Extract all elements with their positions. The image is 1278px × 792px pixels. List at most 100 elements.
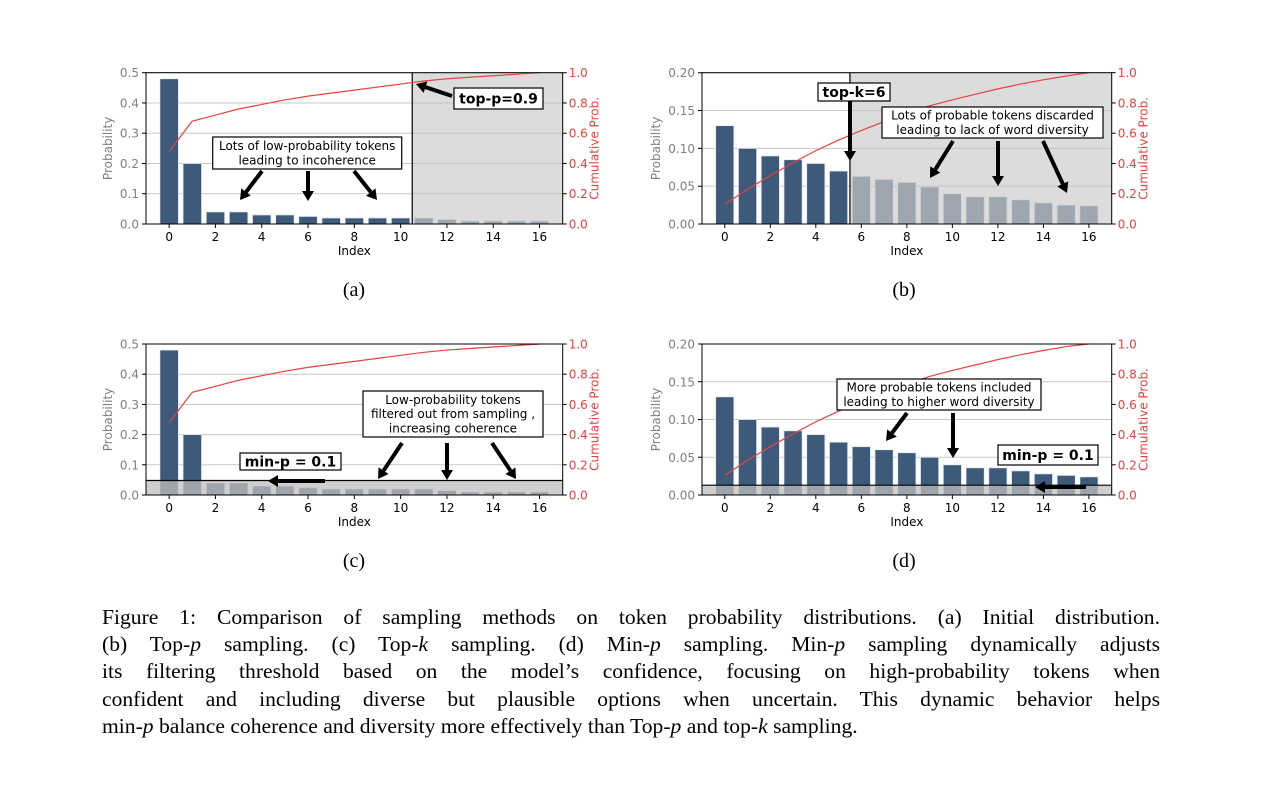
annotation-text: Low-probability tokens <box>385 393 521 407</box>
annotation-arrow-head <box>1057 181 1069 193</box>
x-tick-label: 6 <box>858 230 866 244</box>
annotation-arrow-shaft <box>890 411 909 435</box>
y-tick-label: 0.2 <box>120 428 139 442</box>
annotation-box <box>453 87 544 110</box>
x-tick-label: 12 <box>990 501 1005 515</box>
y2-tick-label: 0.8 <box>1118 96 1137 110</box>
y-tick-label: 0.1 <box>120 187 139 201</box>
annotation-box <box>997 444 1099 466</box>
y-tick-label: 0.0 <box>120 218 139 232</box>
bar <box>760 155 780 225</box>
x-tick-label: 8 <box>903 230 911 244</box>
bar <box>228 211 249 225</box>
x-tick-label: 8 <box>903 501 911 515</box>
filtered-region <box>146 480 563 495</box>
x-tick-label: 10 <box>393 501 408 515</box>
caption-line: (b) Top-p sampling. (c) Top-k sampling. … <box>102 631 1160 658</box>
y2-axis-label: Cumulative Prob. <box>588 368 602 471</box>
bar <box>783 159 803 225</box>
bar <box>390 217 411 225</box>
y2-tick-label: 0.4 <box>569 157 588 171</box>
caption-text: k <box>758 713 768 738</box>
x-tick-label: 16 <box>1081 501 1096 515</box>
figure-charts: 0.0 0.1 0.2 0.3 0.4 0.5 0.0 0.2 0.4 0.6 0.8 1.0 0 2 4 6… <box>101 66 1151 530</box>
x-tick-label: 2 <box>766 501 774 515</box>
annotation-text: min-p = 0.1 <box>245 454 336 470</box>
bar <box>182 163 202 225</box>
y2-tick-label: 0.2 <box>1118 458 1137 472</box>
y-tick-label: 0.00 <box>668 489 695 503</box>
x-tick-label: 4 <box>258 230 266 244</box>
panel-label-a: (a) <box>342 279 366 301</box>
bar <box>252 214 272 225</box>
y-tick-label: 0.5 <box>120 338 139 352</box>
caption-text: (b) Top- <box>102 632 191 657</box>
annotation-arrow-head <box>947 448 959 458</box>
annotation-arrow-shaft <box>381 441 404 472</box>
bar <box>738 419 758 496</box>
x-tick-label: 12 <box>439 501 454 515</box>
annotation-arrow-head <box>366 188 377 200</box>
y2-tick-label: 0.0 <box>1118 218 1137 232</box>
bar <box>715 125 735 225</box>
chart-panel-c: 0.0 0.1 0.2 0.3 0.4 0.5 0.0 0.2 0.4 0.6 0.8 1.0 0 2 4 6… <box>101 338 602 530</box>
y-tick-label: 0.20 <box>668 338 695 352</box>
caption-text: sampling. (c) Top- <box>201 632 419 657</box>
y2-tick-label: 0.8 <box>1118 368 1137 382</box>
y-tick-label: 0.4 <box>120 96 139 110</box>
caption-line: confident and including diverse but plau… <box>102 686 1160 713</box>
caption-text: p <box>649 632 661 657</box>
x-tick-label: 14 <box>1036 501 1051 515</box>
y-tick-label: 0.3 <box>120 127 139 141</box>
caption-line: its filtering threshold based on the mod… <box>102 658 1160 685</box>
bar <box>738 147 758 225</box>
panel-label-d: (d) <box>892 550 916 572</box>
chart-panel-a: 0.0 0.1 0.2 0.3 0.4 0.5 0.0 0.2 0.4 0.6 0.8 1.0 0 2 4 6… <box>101 66 602 258</box>
bar <box>344 217 365 225</box>
annotation-arrow-shaft <box>244 169 264 194</box>
caption-text: p <box>670 713 682 738</box>
caption-text: Figure 1: Comparison of sampling methods… <box>102 605 1160 629</box>
annotation-text: More probable tokens included <box>846 381 1031 395</box>
annotation-arrow-head <box>378 467 389 479</box>
caption-line: min-p balance coherence and diversity mo… <box>102 713 1160 740</box>
annotation-arrow-head <box>441 470 453 480</box>
annotation-arrow-shaft <box>352 169 373 194</box>
annotation-arrow-head <box>930 166 941 178</box>
x-tick-label: 16 <box>1081 230 1096 244</box>
y2-axis-label: Cumulative Prob. <box>1137 368 1151 471</box>
x-tick-label: 6 <box>304 501 312 515</box>
caption-text: sampling. Min- <box>660 632 835 657</box>
annotation-text: filtered out from sampling , <box>371 407 535 421</box>
x-tick-label: 2 <box>766 230 774 244</box>
annotation-box <box>239 452 342 471</box>
y2-tick-label: 0.6 <box>1118 127 1137 141</box>
x-tick-label: 16 <box>532 501 547 515</box>
x-tick-label: 10 <box>945 501 960 515</box>
y2-tick-label: 0.2 <box>1118 187 1137 201</box>
chart-panel-d: 0.00 0.05 0.10 0.15 0.20 0.0 0.2 0.4 0.6 0.8 1.0 0 2… <box>649 338 1151 530</box>
chart-panel-b: 0.00 0.05 0.10 0.15 0.20 0.0 0.2 0.4 0.6 0.8 1.0 0 2… <box>649 66 1151 258</box>
x-axis-label: Index <box>338 244 371 258</box>
x-tick-label: 14 <box>486 501 501 515</box>
annotation-arrow-head <box>1035 481 1045 493</box>
x-tick-label: 10 <box>393 230 408 244</box>
caption-text: p <box>142 713 154 738</box>
y-tick-label: 0.15 <box>668 375 695 389</box>
annotation-box <box>881 106 1104 139</box>
x-tick-label: 12 <box>439 230 454 244</box>
filtered-region <box>849 72 1112 224</box>
cumulative-line <box>168 72 540 152</box>
caption-text: p <box>834 632 846 657</box>
caption-text: k <box>418 632 429 657</box>
figure-caption: Figure 1: Comparison of sampling methods… <box>102 604 1160 740</box>
cumulative-line <box>168 343 540 423</box>
annotation-text: Lots of low-probability tokens <box>219 139 395 153</box>
y2-tick-label: 1.0 <box>569 66 588 80</box>
y2-tick-label: 0.2 <box>569 187 588 201</box>
y2-tick-label: 0.6 <box>1118 398 1137 412</box>
caption-text: balance coherence and diversity more eff… <box>153 713 671 738</box>
annotation-arrow-head <box>505 467 516 479</box>
y-tick-label: 0.5 <box>120 66 139 80</box>
